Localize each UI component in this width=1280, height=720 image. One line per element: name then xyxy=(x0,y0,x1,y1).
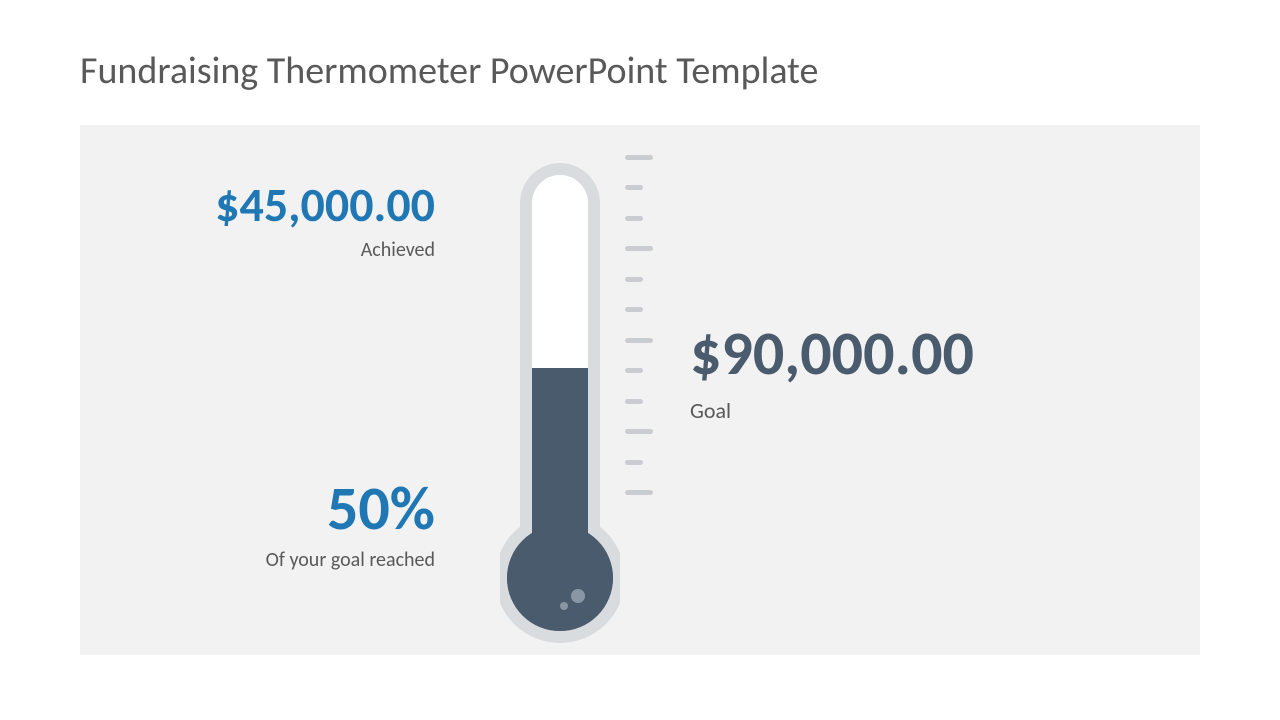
tick-mark xyxy=(625,277,643,282)
goal-value: $90,000.00 xyxy=(690,315,974,391)
percent-label: Of your goal reached xyxy=(175,548,435,572)
tick-mark xyxy=(625,338,653,343)
thermometer-icon xyxy=(500,143,620,643)
slide-canvas: $45,000.00 Achieved 50% Of your goal rea… xyxy=(80,125,1200,655)
percent-value: 50% xyxy=(175,470,435,546)
tick-mark xyxy=(625,490,653,495)
tick-mark xyxy=(625,399,643,404)
goal-label: Goal xyxy=(690,397,974,424)
achieved-value: $45,000.00 xyxy=(135,175,435,234)
tick-mark xyxy=(625,368,643,373)
tick-mark xyxy=(625,460,643,465)
tick-mark xyxy=(625,429,653,434)
tick-mark xyxy=(625,246,653,251)
tick-mark xyxy=(625,155,653,160)
goal-block: $90,000.00 Goal xyxy=(690,315,974,424)
page-title: Fundraising Thermometer PowerPoint Templ… xyxy=(0,0,1280,94)
achieved-label: Achieved xyxy=(135,238,435,262)
tick-mark xyxy=(625,216,643,221)
percent-block: 50% Of your goal reached xyxy=(175,470,435,572)
tick-mark xyxy=(625,185,643,190)
tick-mark xyxy=(625,307,643,312)
achieved-block: $45,000.00 Achieved xyxy=(135,175,435,262)
thermometer-ticks xyxy=(625,155,655,495)
